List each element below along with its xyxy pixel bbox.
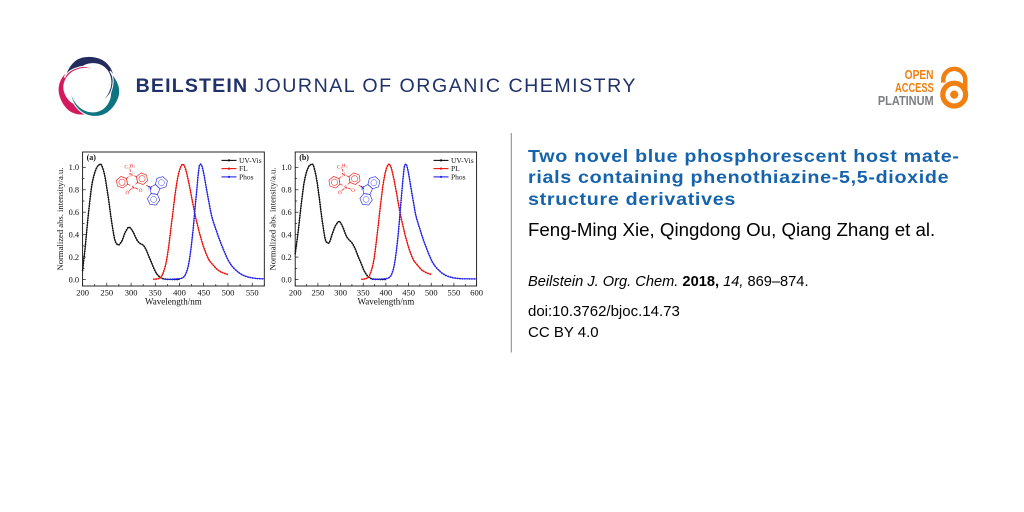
svg-text:Normalized abs. intensity/a.u.: Normalized abs. intensity/a.u. (55, 168, 65, 271)
svg-text:(a): (a) (87, 153, 97, 162)
svg-text:UV-Vis: UV-Vis (451, 156, 474, 165)
svg-text:PL: PL (451, 164, 460, 173)
svg-text:200: 200 (76, 287, 89, 297)
svg-text:0.2: 0.2 (281, 253, 291, 262)
svg-text:250: 250 (312, 287, 325, 297)
svg-text:600: 600 (470, 287, 483, 297)
svg-text:N: N (129, 173, 134, 179)
svg-text:Wavelength/nm: Wavelength/nm (145, 297, 202, 307)
svg-text:(b): (b) (299, 153, 309, 162)
svg-text:C₂H₅: C₂H₅ (124, 164, 135, 171)
svg-text:400: 400 (173, 287, 186, 297)
svg-text:350: 350 (357, 287, 370, 297)
svg-text:N: N (341, 173, 346, 179)
svg-text:300: 300 (334, 287, 347, 297)
svg-text:0.0: 0.0 (281, 275, 291, 284)
svg-text:0.6: 0.6 (69, 208, 79, 217)
svg-text:Phos: Phos (451, 172, 466, 181)
svg-text:Normalized abs. intensity/a.u.: Normalized abs. intensity/a.u. (267, 168, 277, 271)
svg-text:0.0: 0.0 (69, 275, 79, 284)
svg-text:550: 550 (448, 287, 461, 297)
svg-text:FL: FL (239, 164, 248, 173)
svg-text:300: 300 (125, 287, 138, 297)
svg-text:550: 550 (246, 287, 259, 297)
svg-text:1.0: 1.0 (281, 163, 291, 172)
svg-text:O: O (351, 189, 356, 195)
svg-text:0.8: 0.8 (69, 186, 79, 195)
svg-text:O: O (125, 191, 130, 197)
svg-text:1.0: 1.0 (69, 163, 79, 172)
svg-text:200: 200 (289, 287, 302, 297)
svg-text:0.2: 0.2 (69, 253, 79, 262)
svg-text:0.8: 0.8 (281, 186, 291, 195)
svg-text:500: 500 (425, 287, 438, 297)
svg-text:0.6: 0.6 (281, 208, 291, 217)
svg-text:S: S (344, 186, 348, 191)
svg-text:450: 450 (197, 287, 210, 297)
svg-text:500: 500 (222, 287, 235, 297)
svg-text:450: 450 (402, 287, 415, 297)
svg-text:O: O (338, 191, 343, 197)
svg-text:0.4: 0.4 (281, 231, 292, 240)
svg-text:350: 350 (149, 287, 162, 297)
svg-text:Wavelength/nm: Wavelength/nm (358, 297, 415, 307)
svg-text:UV-Vis: UV-Vis (239, 156, 262, 165)
svg-text:400: 400 (380, 287, 393, 297)
svg-text:C₂H₅: C₂H₅ (337, 164, 348, 171)
svg-text:250: 250 (100, 287, 113, 297)
svg-text:Phos: Phos (239, 172, 254, 181)
svg-text:O: O (139, 189, 144, 195)
svg-text:S: S (132, 186, 136, 191)
svg-text:0.4: 0.4 (69, 231, 80, 240)
